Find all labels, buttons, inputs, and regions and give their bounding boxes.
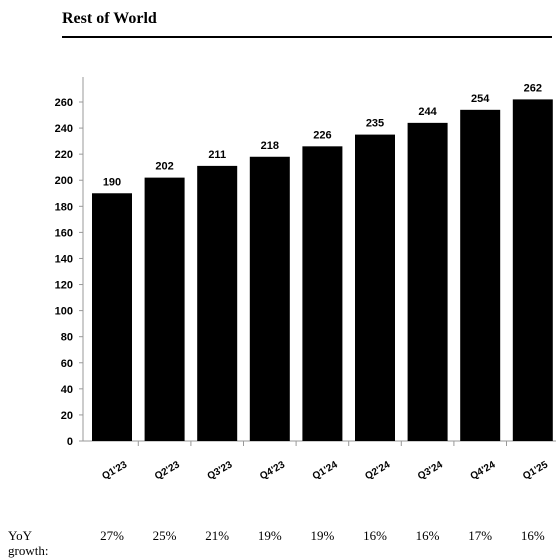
bar <box>512 99 553 442</box>
x-tick-label: Q4'24 <box>469 459 498 482</box>
yoy-growth-value: 27% <box>100 528 124 543</box>
x-tick-label: Q2'24 <box>363 459 392 482</box>
x-tick-label: Q1'24 <box>311 459 340 482</box>
bar <box>407 122 448 441</box>
y-tick-label: 100 <box>55 306 73 318</box>
yoy-growth-value: 25% <box>152 528 177 543</box>
x-tick-label: Q3'24 <box>416 459 445 482</box>
bar <box>302 146 343 442</box>
bar <box>460 109 501 442</box>
data-label: 262 <box>524 82 542 94</box>
y-tick-label: 180 <box>55 201 73 213</box>
x-tick-label: Q2'23 <box>153 459 182 482</box>
yoy-growth-value: 19% <box>257 528 282 543</box>
x-tick-label: Q1'23 <box>100 459 129 482</box>
yoy-growth-value: 16% <box>520 528 545 543</box>
chart-title: Rest of World <box>62 10 157 27</box>
data-label: 190 <box>103 176 121 188</box>
bar <box>249 156 290 441</box>
x-tick-label: Q1'25 <box>521 459 550 482</box>
y-tick-label: 120 <box>55 280 73 292</box>
x-tick-label: Q3'23 <box>206 459 235 482</box>
y-tick-label: 80 <box>61 332 73 344</box>
data-label: 226 <box>313 129 331 141</box>
y-tick-label: 240 <box>55 123 73 135</box>
bar <box>144 177 185 441</box>
data-label: 202 <box>155 161 173 173</box>
y-tick-label: 0 <box>67 436 73 448</box>
bar-chart: 0 20 40 60 80 100 120 140 160 180 200 220 240 260 190 Q… <box>55 76 556 482</box>
bar <box>92 193 132 441</box>
title-rule <box>62 36 552 38</box>
yoy-growth-value: 17% <box>468 528 493 543</box>
y-tick-label: 60 <box>61 358 73 370</box>
yoy-growth-value: 16% <box>415 528 440 543</box>
x-tick-label: Q4'23 <box>258 459 287 482</box>
y-tick-label: 220 <box>55 149 73 161</box>
y-tick-label: 140 <box>55 253 73 265</box>
bar <box>197 165 238 441</box>
data-label: 211 <box>208 149 226 161</box>
y-tick-label: 260 <box>55 97 73 109</box>
y-tick-label: 40 <box>61 384 73 396</box>
y-tick-label: 20 <box>61 410 73 422</box>
yoy-growth-value: 19% <box>310 528 335 543</box>
y-tick-label: 160 <box>55 227 73 239</box>
data-label: 218 <box>261 140 279 152</box>
yoy-growth-value: 21% <box>205 528 230 543</box>
data-label: 235 <box>366 118 384 130</box>
data-label: 254 <box>471 93 490 105</box>
yoy-growth-value: 16% <box>363 528 387 543</box>
yoy-growth-label: YoY growth: <box>8 528 49 558</box>
bar <box>355 134 395 441</box>
data-label: 244 <box>418 106 437 118</box>
y-tick-label: 200 <box>55 175 73 187</box>
